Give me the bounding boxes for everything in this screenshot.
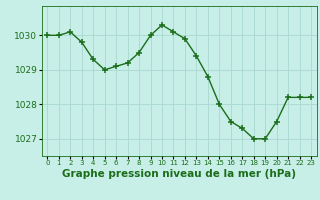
X-axis label: Graphe pression niveau de la mer (hPa): Graphe pression niveau de la mer (hPa) <box>62 169 296 179</box>
